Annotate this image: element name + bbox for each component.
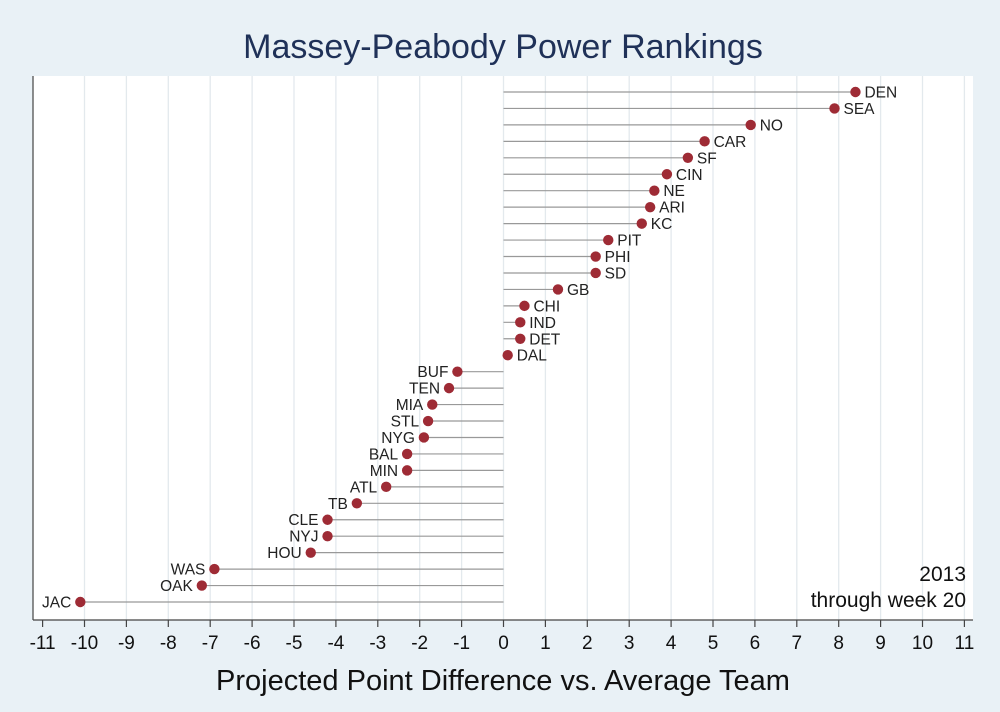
team-point	[515, 333, 526, 344]
team-point	[502, 350, 513, 361]
team-label: HOU	[267, 545, 301, 562]
x-tick-label: 0	[498, 633, 509, 654]
team-point	[452, 366, 463, 377]
x-tick-label: 3	[624, 633, 635, 654]
team-label: PHI	[605, 249, 631, 266]
team-point	[322, 530, 333, 542]
x-tick-label: -3	[369, 633, 386, 654]
x-tick-label: 2	[582, 633, 593, 654]
x-tick-label: -5	[286, 633, 303, 654]
team-label: OAK	[160, 578, 193, 595]
x-tick-label: 11	[955, 633, 975, 654]
team-label: CIN	[676, 167, 703, 184]
team-point	[603, 234, 614, 246]
team-label: SEA	[844, 101, 876, 118]
x-tick-label: 4	[666, 633, 677, 654]
team-label: BUF	[417, 364, 448, 381]
team-point	[209, 563, 220, 575]
team-point	[351, 498, 363, 509]
x-tick-label: 9	[875, 633, 886, 654]
plot-area: DENSEANOCARSFCINNEARIKCPITPHISDGBCHIINDD…	[32, 76, 973, 621]
team-label: MIN	[370, 463, 398, 480]
x-axis-ticks: -11 -10 -9 -8 -7 -6 -5 -4 -3 -2 -1 0 1 2 3 4 5 6 7 8 9 10 11	[30, 620, 975, 654]
x-tick-label: 7	[792, 633, 803, 654]
team-point	[649, 185, 660, 196]
team-label: CLE	[288, 512, 318, 529]
team-label: WAS	[171, 562, 206, 579]
x-tick-label: -4	[327, 633, 344, 654]
team-point	[590, 267, 601, 279]
team-label: TEN	[409, 381, 440, 398]
team-point	[829, 103, 840, 114]
team-label: STL	[391, 414, 420, 431]
team-point	[590, 251, 601, 262]
x-tick-label: -6	[244, 633, 261, 654]
team-point	[75, 596, 86, 608]
team-label: KC	[651, 216, 673, 233]
team-point	[661, 169, 673, 180]
team-labels: DENSEANOCARSFCINNEARIKCPITPHISDGBCHIINDD…	[42, 85, 897, 612]
team-point	[401, 465, 413, 476]
team-point	[644, 201, 656, 213]
team-label: JAC	[42, 595, 71, 612]
team-point	[519, 300, 530, 312]
team-point	[515, 317, 526, 328]
grid-lines	[83, 76, 966, 620]
team-point	[682, 152, 694, 164]
team-label: NYJ	[289, 529, 318, 546]
x-tick-label: -2	[411, 633, 428, 654]
x-tick-label: -1	[453, 633, 470, 654]
x-tick-label: 5	[708, 633, 719, 654]
x-tick-label: 8	[833, 633, 844, 654]
team-point	[305, 547, 316, 558]
team-point	[427, 399, 438, 410]
team-point	[380, 481, 392, 493]
team-label: IND	[529, 315, 556, 332]
team-label: DAL	[517, 348, 548, 365]
team-point	[418, 432, 430, 443]
team-label: BAL	[369, 446, 399, 463]
team-label: NO	[760, 117, 783, 134]
team-label: CAR	[714, 134, 747, 151]
team-point	[322, 514, 333, 525]
team-point	[422, 415, 434, 427]
team-label: ATL	[350, 479, 378, 496]
team-label: ARI	[659, 200, 685, 217]
x-tick-label: 10	[912, 633, 933, 654]
team-point	[699, 136, 710, 147]
team-label: NYG	[381, 430, 415, 447]
team-point	[850, 86, 861, 98]
team-label: NE	[663, 183, 685, 200]
x-tick-label: -10	[71, 633, 98, 654]
team-label: CHI	[533, 298, 560, 315]
team-point	[636, 218, 647, 229]
x-tick-label: -7	[202, 633, 219, 654]
x-axis-label: Projected Point Difference vs. Average T…	[216, 665, 790, 697]
x-tick-label: -8	[160, 633, 177, 654]
team-label: DEN	[864, 85, 897, 102]
team-point	[196, 580, 208, 591]
chart-title: Massey-Peabody Power Rankings	[243, 28, 763, 66]
team-label: SD	[605, 265, 627, 282]
team-label: DET	[529, 331, 561, 348]
team-label: TB	[328, 496, 348, 513]
team-label: SF	[697, 150, 717, 167]
week-annotation: through week 20	[811, 589, 966, 612]
x-tick-label: 6	[750, 633, 761, 654]
team-point	[443, 382, 455, 394]
x-tick-label: -9	[118, 633, 135, 654]
team-point	[401, 448, 413, 460]
data-points	[75, 86, 861, 608]
team-point	[745, 119, 756, 131]
team-label: PIT	[617, 233, 642, 250]
team-point	[552, 284, 564, 295]
team-label: GB	[567, 282, 589, 299]
x-tick-label: 1	[540, 633, 551, 654]
year-annotation: 2013	[919, 563, 966, 586]
team-label: MIA	[396, 397, 424, 414]
x-tick-label: -11	[30, 633, 56, 654]
